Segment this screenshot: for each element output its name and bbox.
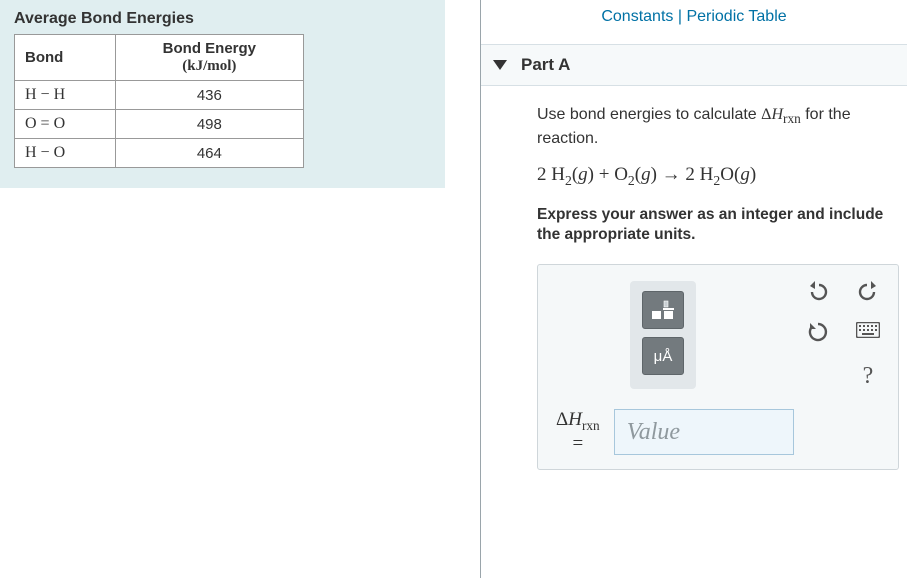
redo-icon [857,281,879,301]
bond-cell: O = O [15,110,116,139]
question-content: Use bond energies to calculate ΔHrxn for… [481,104,907,470]
energy-cell: 498 [115,110,303,139]
keyboard-icon [856,322,880,338]
undo-icon [807,281,829,301]
link-sep: | [673,8,686,25]
reset-button[interactable] [802,321,834,349]
col-energy: Bond Energy (kJ/mol) [115,35,303,81]
energy-cell: 436 [115,81,303,110]
toolbar-side-icons: ? [802,281,884,390]
formatting-toolbar: μÅ [630,281,696,389]
reaction-equation: 2 H2(g) + O2(g) → 2 H2O(g) [537,164,899,189]
answer-line: ΔHrxn = Value [552,409,884,455]
bond-cell: H − O [15,139,116,168]
fraction-icon [650,299,676,321]
constants-link[interactable]: Constants [601,8,673,25]
question-prompt: Use bond energies to calculate ΔHrxn for… [537,104,899,150]
table-row: H − H 436 [15,81,304,110]
left-panel: Average Bond Energies Bond Bond Energy (… [0,0,480,578]
value-input[interactable]: Value [614,409,794,455]
part-a-header[interactable]: Part A [481,44,907,86]
mu-angstrom-label: μÅ [654,348,673,365]
symbols-button[interactable]: μÅ [642,337,684,375]
bond-energies-table: Bond Bond Energy (kJ/mol) H − H 436 O = … [14,34,304,168]
caret-down-icon [493,60,507,70]
periodic-table-link[interactable]: Periodic Table [686,8,786,25]
undo-button[interactable] [802,281,834,307]
reset-icon [807,321,829,343]
templates-button[interactable] [642,291,684,329]
redo-button[interactable] [852,281,884,307]
energy-cell: 464 [115,139,303,168]
col-bond: Bond [15,35,116,81]
bond-energies-box: Average Bond Energies Bond Bond Energy (… [0,0,445,188]
top-links: Constants | Periodic Table [481,0,907,44]
part-a-label: Part A [521,55,570,75]
table-header-row: Bond Bond Energy (kJ/mol) [15,35,304,81]
table-row: O = O 498 [15,110,304,139]
table-row: H − O 464 [15,139,304,168]
answer-box: μÅ ? [537,264,899,470]
keyboard-button[interactable] [852,321,884,349]
answer-instruction: Express your answer as an integer and in… [537,205,899,247]
bond-energies-title: Average Bond Energies [14,10,431,28]
bond-cell: H − H [15,81,116,110]
right-panel: Constants | Periodic Table Part A Use bo… [481,0,907,578]
help-button[interactable]: ? [852,363,884,390]
delta-h-label: ΔHrxn = [556,410,600,454]
value-placeholder: Value [627,419,680,446]
